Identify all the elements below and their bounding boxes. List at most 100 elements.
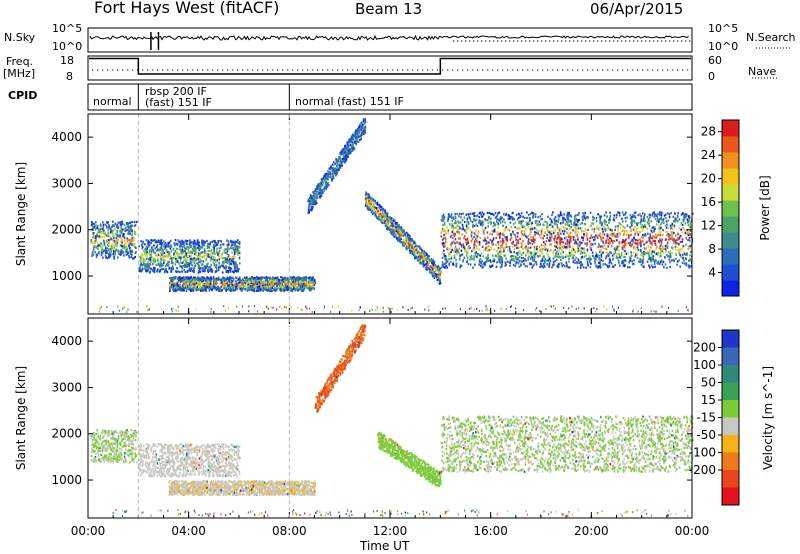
data-cell bbox=[322, 177, 324, 180]
data-cell bbox=[369, 208, 371, 211]
data-cell bbox=[412, 250, 414, 253]
data-cell bbox=[208, 265, 210, 269]
data-cell bbox=[238, 242, 241, 245]
data-cell bbox=[353, 147, 356, 150]
data-cell bbox=[193, 267, 195, 270]
data-cell bbox=[252, 281, 254, 284]
data-cell bbox=[96, 253, 99, 256]
data-cell bbox=[308, 197, 311, 200]
data-cell bbox=[103, 250, 105, 253]
data-cell bbox=[673, 231, 675, 235]
data-cell bbox=[225, 282, 227, 286]
data-cell bbox=[341, 164, 344, 167]
data-cell bbox=[528, 250, 531, 253]
data-cell bbox=[384, 216, 386, 219]
data-cell bbox=[546, 236, 548, 239]
data-cell bbox=[204, 270, 206, 273]
data-cell bbox=[611, 254, 614, 257]
data-cell bbox=[481, 260, 484, 263]
data-cell bbox=[450, 213, 453, 216]
data-cell bbox=[303, 286, 306, 289]
data-cell bbox=[135, 246, 137, 250]
data-cell bbox=[292, 280, 294, 284]
data-cell bbox=[182, 240, 184, 243]
data-cell bbox=[242, 279, 244, 282]
data-cell bbox=[517, 217, 520, 220]
data-cell bbox=[679, 248, 681, 251]
data-cell bbox=[527, 257, 530, 260]
data-cell bbox=[340, 164, 343, 167]
data-cell bbox=[203, 265, 206, 268]
data-cell bbox=[463, 216, 466, 219]
data-cell bbox=[346, 152, 348, 155]
data-cell bbox=[599, 261, 602, 264]
data-cell bbox=[393, 231, 396, 234]
data-cell bbox=[504, 248, 506, 251]
data-cell bbox=[280, 276, 282, 279]
data-cell bbox=[316, 187, 318, 190]
data-cell bbox=[274, 280, 276, 283]
data-cell bbox=[193, 270, 195, 274]
data-cell bbox=[270, 279, 272, 282]
data-cell bbox=[392, 222, 394, 225]
data-cell bbox=[165, 256, 168, 259]
data-cell bbox=[613, 214, 615, 217]
data-cell bbox=[119, 252, 122, 255]
data-cell bbox=[552, 250, 555, 253]
data-cell bbox=[251, 289, 253, 292]
data-cell bbox=[194, 244, 196, 247]
data-cell bbox=[115, 236, 118, 239]
data-cell bbox=[140, 262, 142, 265]
data-cell bbox=[207, 269, 209, 272]
data-cell bbox=[97, 247, 99, 250]
data-cell bbox=[192, 243, 195, 246]
data-cell bbox=[214, 271, 217, 274]
data-cell bbox=[271, 289, 273, 292]
data-cell bbox=[423, 263, 426, 266]
data-cell bbox=[234, 266, 236, 269]
data-cell bbox=[180, 256, 182, 259]
data-cell bbox=[209, 253, 211, 256]
data-cell bbox=[317, 184, 319, 187]
data-cell bbox=[361, 131, 364, 135]
data-cell bbox=[414, 245, 416, 248]
data-cell bbox=[228, 248, 230, 251]
data-cell bbox=[656, 220, 658, 223]
data-cell bbox=[334, 170, 336, 173]
data-cell bbox=[357, 131, 359, 134]
data-cell bbox=[380, 205, 382, 208]
data-cell bbox=[409, 238, 411, 241]
data-cell bbox=[354, 135, 356, 138]
data-cell bbox=[116, 230, 118, 233]
data-cell bbox=[251, 280, 254, 283]
data-cell bbox=[165, 245, 168, 248]
data-cell bbox=[174, 289, 176, 292]
data-cell bbox=[474, 224, 476, 228]
data-cell bbox=[226, 261, 228, 264]
data-cell bbox=[247, 284, 249, 287]
data-cell bbox=[451, 222, 453, 225]
data-cell bbox=[313, 284, 316, 287]
data-cell bbox=[177, 281, 180, 284]
data-cell bbox=[654, 265, 656, 268]
data-cell bbox=[332, 177, 335, 180]
data-cell bbox=[544, 220, 546, 223]
data-cell bbox=[678, 226, 680, 229]
data-cell bbox=[286, 285, 289, 288]
data-cell bbox=[677, 220, 679, 223]
data-cell bbox=[516, 241, 518, 245]
data-cell bbox=[537, 250, 539, 253]
data-cell bbox=[535, 261, 537, 264]
data-cell bbox=[100, 224, 102, 227]
data-cell bbox=[213, 285, 216, 288]
data-cell bbox=[643, 243, 645, 246]
data-cell bbox=[648, 238, 651, 241]
data-cell bbox=[175, 289, 178, 292]
data-cell bbox=[186, 258, 188, 261]
data-cell bbox=[320, 190, 323, 193]
data-cell bbox=[512, 232, 514, 235]
data-cell bbox=[114, 243, 117, 246]
data-cell bbox=[253, 285, 256, 288]
data-cell bbox=[447, 216, 450, 219]
data-cell bbox=[203, 241, 206, 244]
